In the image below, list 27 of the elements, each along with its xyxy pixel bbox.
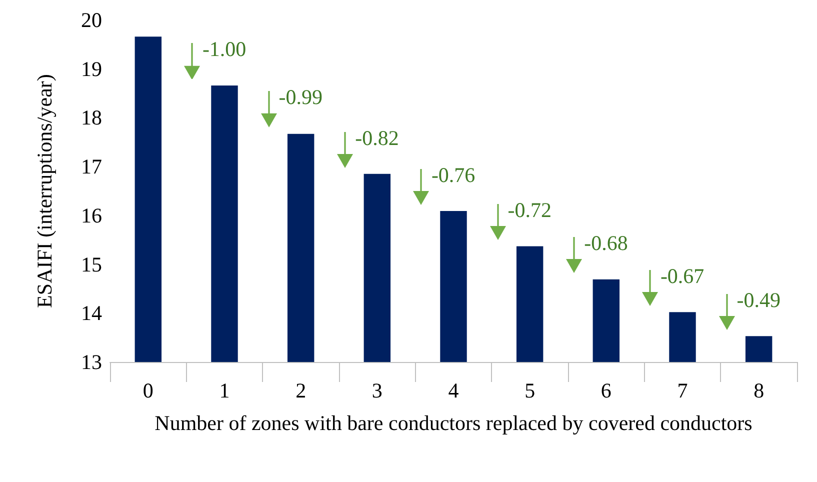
x-tick-label: 1	[219, 378, 230, 402]
x-axis-title: Number of zones with bare conductors replaced by covered conductors	[154, 411, 752, 435]
y-axis-title: ESAIFI (interruptions/year)	[32, 74, 56, 308]
y-tick-label: 20	[81, 8, 102, 32]
y-tick-label: 15	[81, 252, 102, 276]
y-tick-label: 17	[81, 154, 102, 179]
x-tick-label: 0	[142, 378, 154, 402]
y-tick-label: 14	[81, 301, 102, 326]
annotation: -0.67	[660, 264, 704, 288]
annotation: -0.82	[355, 126, 399, 150]
annotation: -0.49	[736, 288, 781, 312]
y-tick-label: 18	[81, 106, 102, 130]
y-tick-label: 13	[81, 350, 102, 374]
y-tick-label: 16	[81, 203, 102, 228]
x-tick-label: 6	[600, 378, 612, 402]
annotation: -1.00	[202, 36, 246, 61]
annotation: -0.76	[431, 163, 476, 188]
x-tick-label: 8	[754, 378, 764, 402]
annotation: -0.72	[508, 198, 552, 222]
annotation: -0.99	[278, 85, 323, 110]
x-tick-label: 5	[524, 378, 536, 402]
y-tick-label: 19	[81, 56, 102, 81]
x-tick-label: 7	[677, 378, 688, 402]
annotation: -0.68	[584, 231, 628, 256]
x-tick-label: 3	[372, 378, 382, 402]
x-tick-label: 2	[296, 378, 306, 402]
x-tick-label: 4	[448, 378, 460, 402]
